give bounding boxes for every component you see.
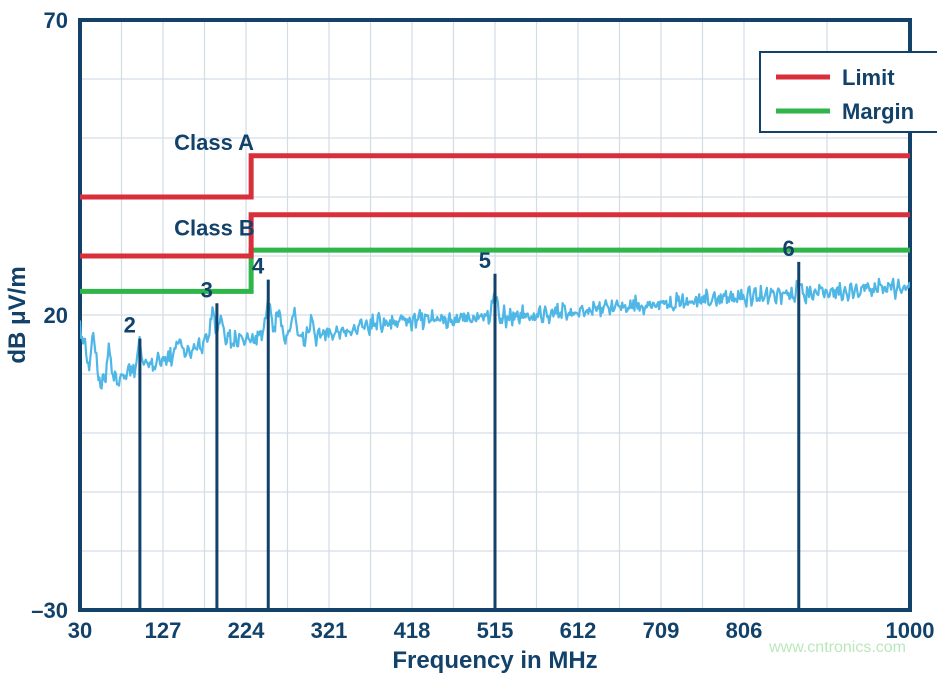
xtick-30: 30 bbox=[68, 618, 92, 643]
xtick-127: 127 bbox=[145, 618, 182, 643]
y-axis-label: dB μV/m bbox=[4, 266, 31, 363]
annotation-class-b: Class B bbox=[174, 215, 255, 240]
ytick--30: –30 bbox=[31, 598, 68, 623]
annotation-class-a: Class A bbox=[174, 130, 254, 155]
legend-label-limit: Limit bbox=[842, 65, 895, 90]
marker-label-4: 4 bbox=[252, 254, 265, 279]
marker-label-2: 2 bbox=[124, 313, 136, 338]
xtick-806: 806 bbox=[726, 618, 763, 643]
xtick-515: 515 bbox=[477, 618, 514, 643]
watermark-text: www.cntronics.com bbox=[768, 639, 906, 656]
xtick-321: 321 bbox=[311, 618, 348, 643]
marker-label-3: 3 bbox=[201, 277, 213, 302]
ytick-70: 70 bbox=[44, 8, 68, 33]
ytick-20: 20 bbox=[44, 303, 68, 328]
emc-chart: 2 3 4 5 6 Class A Class B 30 127 224 321 418 515 612 7… bbox=[0, 0, 937, 685]
marker-label-6: 6 bbox=[783, 236, 795, 261]
marker-label-5: 5 bbox=[479, 248, 491, 273]
xtick-224: 224 bbox=[228, 618, 265, 643]
legend-label-margin: Margin bbox=[842, 99, 914, 124]
xtick-709: 709 bbox=[643, 618, 680, 643]
xtick-418: 418 bbox=[394, 618, 431, 643]
xtick-612: 612 bbox=[560, 618, 597, 643]
x-axis-label: Frequency in MHz bbox=[392, 647, 597, 674]
